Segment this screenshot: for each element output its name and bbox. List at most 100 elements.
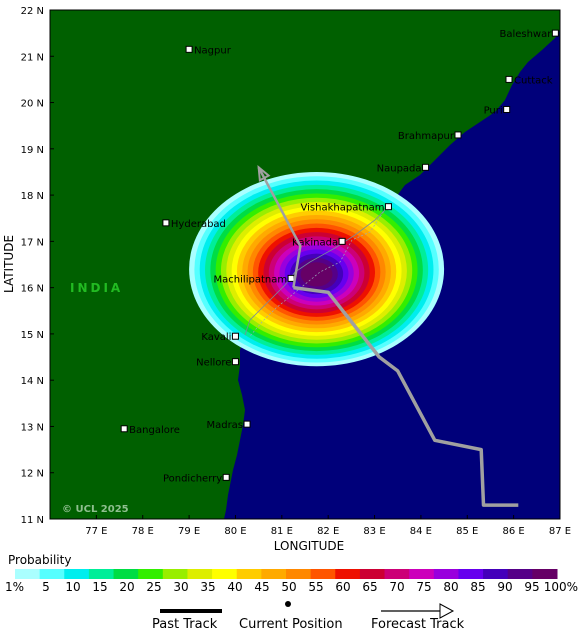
lon-tick-label: 80 E [224,526,246,537]
lat-tick-label: 11 N [21,515,44,526]
city-label: Vishakhapatnam [301,203,385,214]
city-label: Pondicherry [163,473,222,484]
probability-band [300,262,333,287]
state-border [249,204,389,337]
city-square-icon [422,163,430,171]
city-label: Bangalore [129,425,180,436]
city-label: Baleshwar [499,29,552,40]
lon-tick-label: 79 E [178,526,200,537]
city-square-icon [287,274,295,282]
lon-tick-label: 83 E [363,526,385,537]
city-marker: Madras [206,420,251,431]
scale-swatch [384,569,410,579]
city-marker: Vishakhapatnam [301,203,392,214]
scale-swatch [532,569,558,579]
scale-label: 10 [65,580,80,594]
lat-tick-label: 19 N [21,145,44,156]
scale-label: 40 [227,580,242,594]
city-marker: Cuttack [505,75,553,86]
scale-swatch [212,569,238,579]
scale-title: Probability [8,553,71,567]
forecast-arrow-head [257,165,271,182]
city-label: Puri [484,105,503,116]
city-square-icon [243,420,251,428]
city-square-icon [384,203,392,211]
scale-label: 95 [524,580,539,594]
storm-tracks [257,165,519,507]
city-square-icon [454,131,462,139]
probability-scale: Probability 1% 5 10 15 20 25 30 35 40 45 50 55 60 65 7… [5,553,578,594]
scale-swatch [335,569,361,579]
scale-label: 30 [173,580,188,594]
past-track-line [293,285,519,507]
city-label: Kavali [201,332,231,343]
lat-tick-label: 17 N [21,237,44,248]
city-square-icon [120,425,128,433]
scale-label: 25 [146,580,161,594]
current-position-swatch [285,601,291,607]
scale-swatch [15,569,41,579]
city-label: Brahmapur [398,131,455,142]
x-axis-title: LONGITUDE [274,539,344,553]
past-track-label: Past Track [152,617,218,632]
copyright-text: © UCL 2025 [62,504,129,515]
city-marker: Machilipatnam [214,274,295,285]
scale-label: 1% [5,580,24,594]
city-square-icon [505,75,513,83]
city-marker: Nagpur [185,45,232,56]
lon-tick-label: 81 E [271,526,293,537]
city-square-icon [551,29,559,37]
plot-border [49,9,561,520]
scale-swatch [138,569,164,579]
scale-swatch [187,569,213,579]
scale-label: 90 [497,580,512,594]
city-square-icon [222,473,230,481]
forecast-track-label: Forecast Track [371,617,465,632]
scale-label: 85 [470,580,485,594]
lat-tick-label: 21 N [21,52,44,63]
lon-tick-label: 84 E [410,526,432,537]
forecast-track-swatch-arrow [439,603,455,619]
city-marker: Bangalore [120,425,180,436]
axis-ticks: 77 E 78 E 79 E 80 E 81 E 82 E 83 E 84 E 85 E 86 E… [21,6,572,537]
scale-label: 65 [362,580,377,594]
city-marker: Brahmapur [398,131,462,142]
city-marker: Nellore [196,358,239,369]
city-square-icon [185,45,193,53]
city-marker: Naupada [377,163,430,174]
scale-swatch [359,569,386,579]
region-label: INDIA [70,281,123,295]
scale-label: 80 [443,580,458,594]
probability-swath [189,171,445,367]
city-label: Kakinada [292,237,338,248]
scale-swatch [458,569,484,579]
scale-swatch [507,569,533,579]
lat-tick-label: 20 N [21,99,44,110]
lon-tick-label: 82 E [317,526,339,537]
lat-tick-label: 14 N [21,376,44,387]
city-marker: Puri [484,105,511,116]
scale-label: 55 [308,580,323,594]
track-legend: Past Track Current Position Forecast Tra… [152,601,465,632]
scale-label: 60 [335,580,350,594]
scale-swatch [88,569,115,579]
scale-label: 15 [92,580,107,594]
scale-swatch [236,569,262,579]
lat-tick-label: 22 N [21,6,44,17]
city-marker: Hyderabad [162,219,226,230]
lat-tick-label: 15 N [21,330,44,341]
forecast-track-line [257,166,302,288]
lon-tick-label: 86 E [503,526,525,537]
scale-swatch [310,569,336,579]
scale-swatch [261,569,287,579]
city-label: Nellore [196,358,231,369]
y-axis-title: LATITUDE [2,235,16,293]
map-frame: 77 E 78 E 79 E 80 E 81 E 82 E 83 E 84 E 85 E 86 E… [2,6,571,553]
city-marker: Kakinada [292,237,346,248]
city-label: Machilipatnam [214,274,288,285]
lat-tick-label: 16 N [21,284,44,295]
scale-swatch [409,569,435,579]
scale-swatch [39,569,65,579]
lat-tick-label: 13 N [21,422,44,433]
